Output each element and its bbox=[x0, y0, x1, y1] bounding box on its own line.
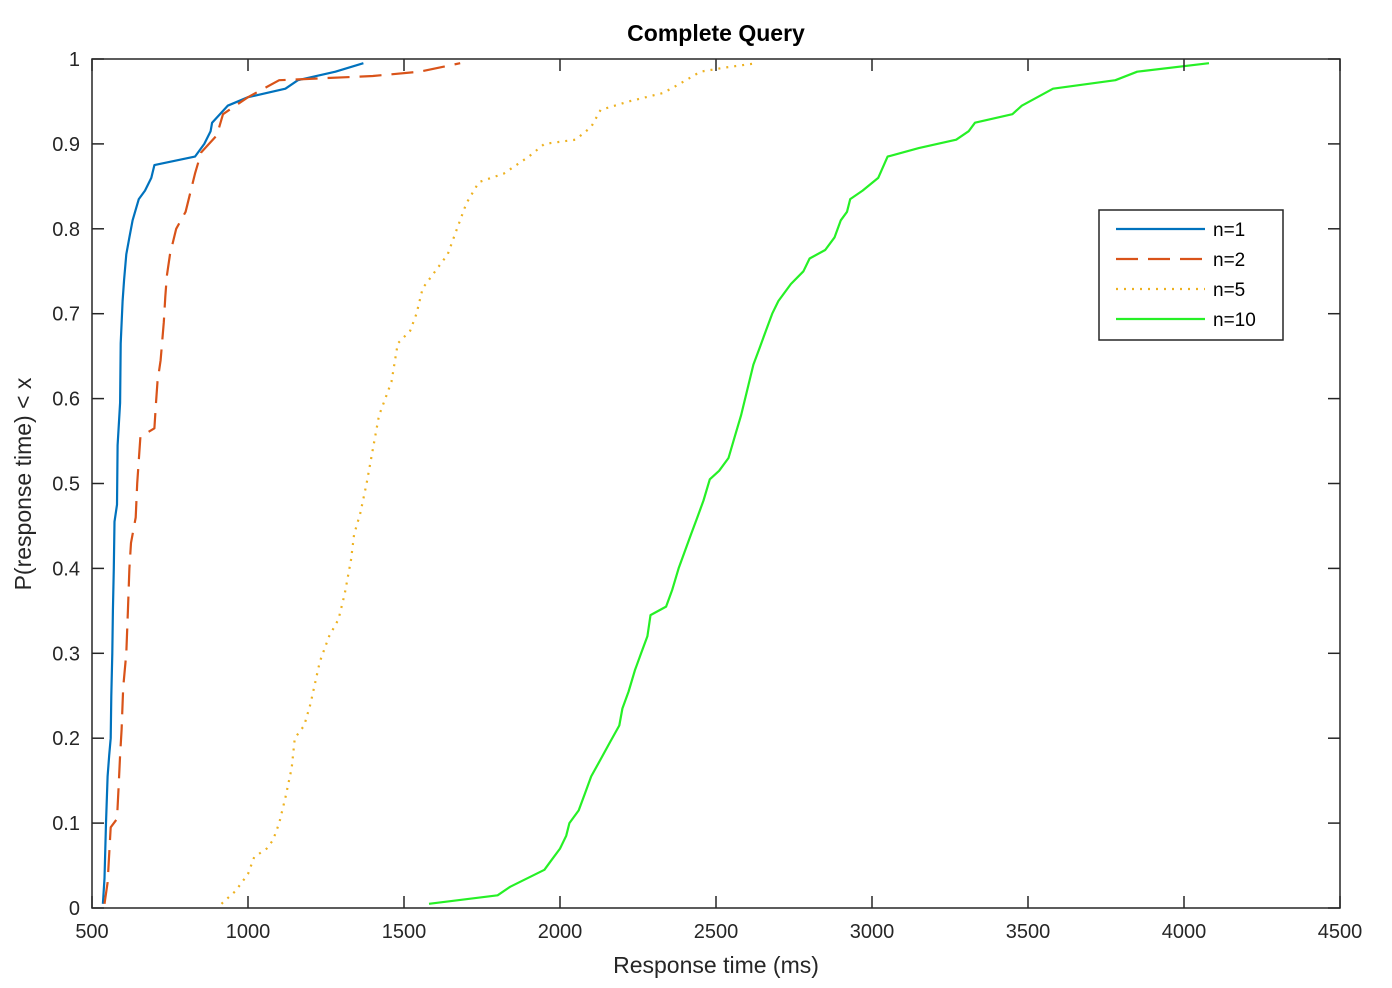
x-tick-label: 3000 bbox=[850, 921, 895, 943]
series-line-n-2 bbox=[103, 62, 461, 904]
x-tick-label: 3500 bbox=[1006, 921, 1051, 943]
series-line-n-1 bbox=[101, 62, 364, 904]
x-tick-label: 1000 bbox=[226, 921, 271, 943]
y-tick-label: 0.7 bbox=[52, 304, 80, 326]
x-tick-label: 2000 bbox=[538, 921, 583, 943]
y-axis-title: P(response time) < x bbox=[10, 377, 36, 590]
x-axis-title: Response time (ms) bbox=[613, 952, 819, 978]
y-tick-label: 1 bbox=[69, 49, 80, 71]
x-tick-label: 4000 bbox=[1162, 921, 1207, 943]
y-tick-label: 0.4 bbox=[52, 558, 80, 580]
legend: n=1 n=2 n=5 n=10 bbox=[1098, 209, 1284, 341]
x-axis-tick-labels: 500 1000 1500 2000 2500 3000 3500 4000 4500 bbox=[75, 921, 1362, 943]
chart-title: Complete Query bbox=[627, 20, 805, 46]
x-tick-label: 1500 bbox=[382, 921, 427, 943]
x-tick-label: 500 bbox=[75, 921, 108, 943]
legend-label: n=5 bbox=[1213, 280, 1245, 301]
y-tick-label: 0.9 bbox=[52, 134, 80, 156]
x-tick-label: 4500 bbox=[1318, 921, 1363, 943]
y-axis-ticks bbox=[92, 58, 1340, 909]
legend-items: n=1 n=2 n=5 n=10 bbox=[1116, 220, 1256, 331]
y-tick-label: 0.2 bbox=[52, 728, 80, 750]
y-tick-label: 0 bbox=[69, 898, 80, 920]
series-layer bbox=[101, 62, 1210, 905]
legend-label: n=1 bbox=[1213, 220, 1245, 241]
y-axis-tick-labels: 0 0.1 0.2 0.3 0.4 0.5 0.6 0.7 0.8 0.9 1 bbox=[52, 49, 80, 920]
series-line-n-10 bbox=[428, 62, 1210, 905]
y-tick-label: 0.5 bbox=[52, 474, 80, 496]
legend-label: n=10 bbox=[1213, 310, 1256, 331]
x-tick-label: 2500 bbox=[694, 921, 739, 943]
legend-label: n=2 bbox=[1213, 250, 1245, 271]
x-axis-ticks bbox=[91, 59, 1341, 908]
y-tick-label: 0.6 bbox=[52, 389, 80, 411]
y-tick-label: 0.3 bbox=[52, 643, 80, 665]
y-tick-label: 0.8 bbox=[52, 219, 80, 241]
series-line-n-5 bbox=[220, 62, 757, 905]
y-tick-label: 0.1 bbox=[52, 813, 80, 835]
